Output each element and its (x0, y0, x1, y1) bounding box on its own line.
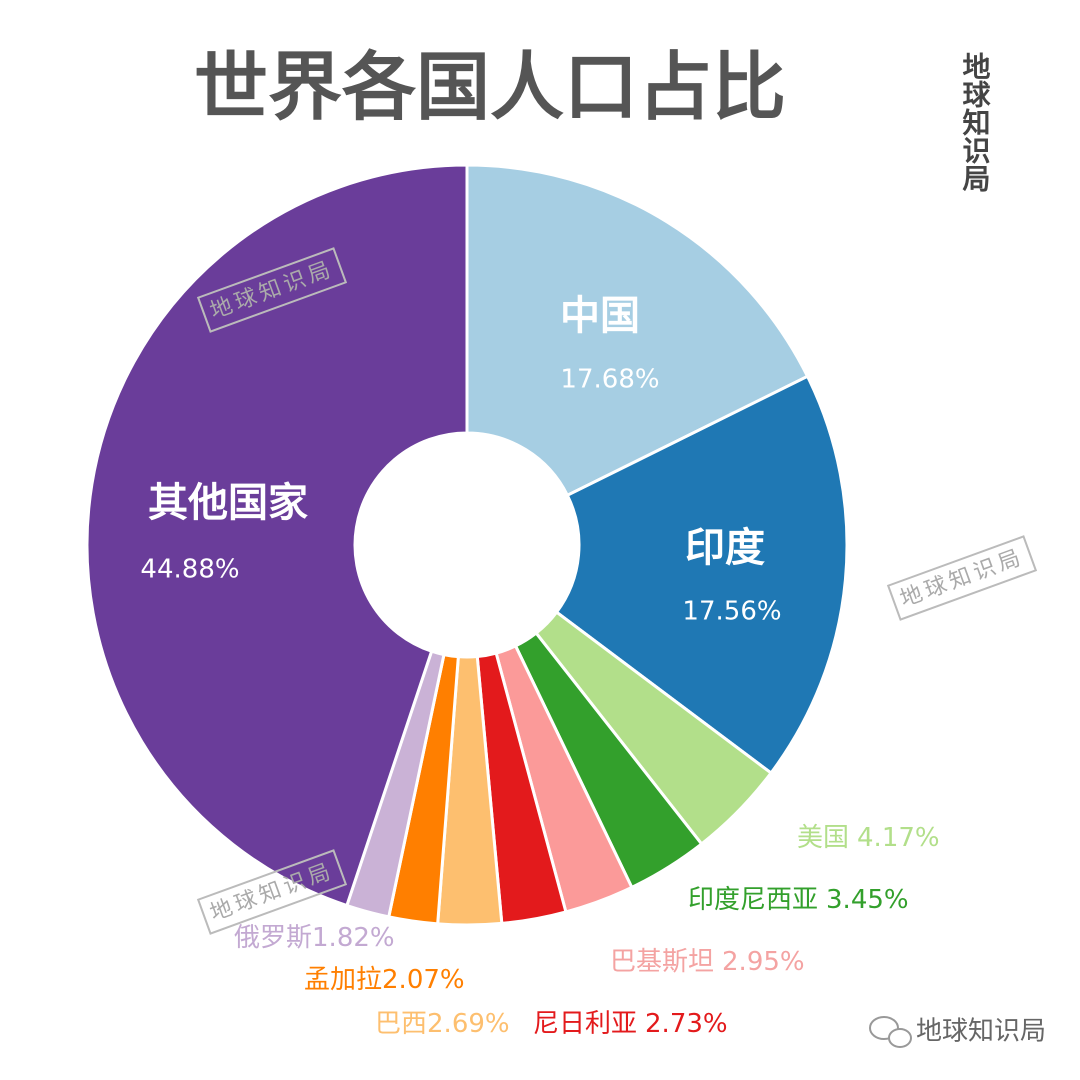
value-label: 17.56% (682, 597, 781, 627)
slice-label: 尼日利亚 (533, 1009, 637, 1039)
outside-label: 美国 4.17% (797, 823, 940, 853)
slice-label: 印度 (685, 525, 765, 571)
stamp: 地球知识局 (886, 535, 1038, 621)
value-label: 3.45% (826, 885, 909, 915)
outside-label: 巴基斯坦 2.95% (610, 947, 805, 977)
outside-label: 巴西2.69% (375, 1009, 510, 1039)
slice-label: 中国 (560, 293, 640, 339)
slice-label: 印度尼西亚 (688, 885, 818, 915)
value-label: 2.69% (427, 1009, 510, 1039)
stamp-frame (196, 849, 348, 935)
value-label: 17.68% (560, 365, 659, 395)
outside-label: 俄罗斯1.82% (234, 923, 395, 953)
slice-label: 俄罗斯 (234, 923, 312, 953)
slice-label: 美国 (797, 823, 849, 853)
slice-label: 孟加拉 (304, 965, 382, 995)
wechat-brand: 地球知识局 (869, 1016, 1046, 1048)
wechat-icon (888, 1028, 912, 1048)
chart-title: 世界各国人口占比 (194, 45, 786, 131)
wechat-icon (869, 1016, 899, 1040)
brand-text: 地球知识局 (916, 1017, 1046, 1047)
slice-label: 巴基斯坦 (610, 947, 714, 977)
value-label: 1.82% (312, 923, 395, 953)
value-label: 2.07% (382, 965, 465, 995)
stamp-frame (196, 247, 348, 333)
value-label: 44.88% (140, 555, 239, 585)
value-label: 2.73% (645, 1009, 728, 1039)
outside-label: 孟加拉2.07% (304, 965, 465, 995)
slice-label: 其他国家 (148, 480, 308, 526)
outside-label: 尼日利亚 2.73% (533, 1009, 728, 1039)
stamp-text: 地球知识局 (897, 544, 1028, 612)
slices (85, 163, 849, 927)
value-label: 2.95% (722, 947, 805, 977)
slice-label: 巴西 (375, 1009, 427, 1039)
outside-label: 印度尼西亚 3.45% (688, 885, 909, 915)
donut-hole (355, 433, 579, 657)
stamp-frame (886, 535, 1038, 621)
value-label: 4.17% (857, 823, 940, 853)
brand-vertical: 地球知识局 (959, 52, 992, 192)
